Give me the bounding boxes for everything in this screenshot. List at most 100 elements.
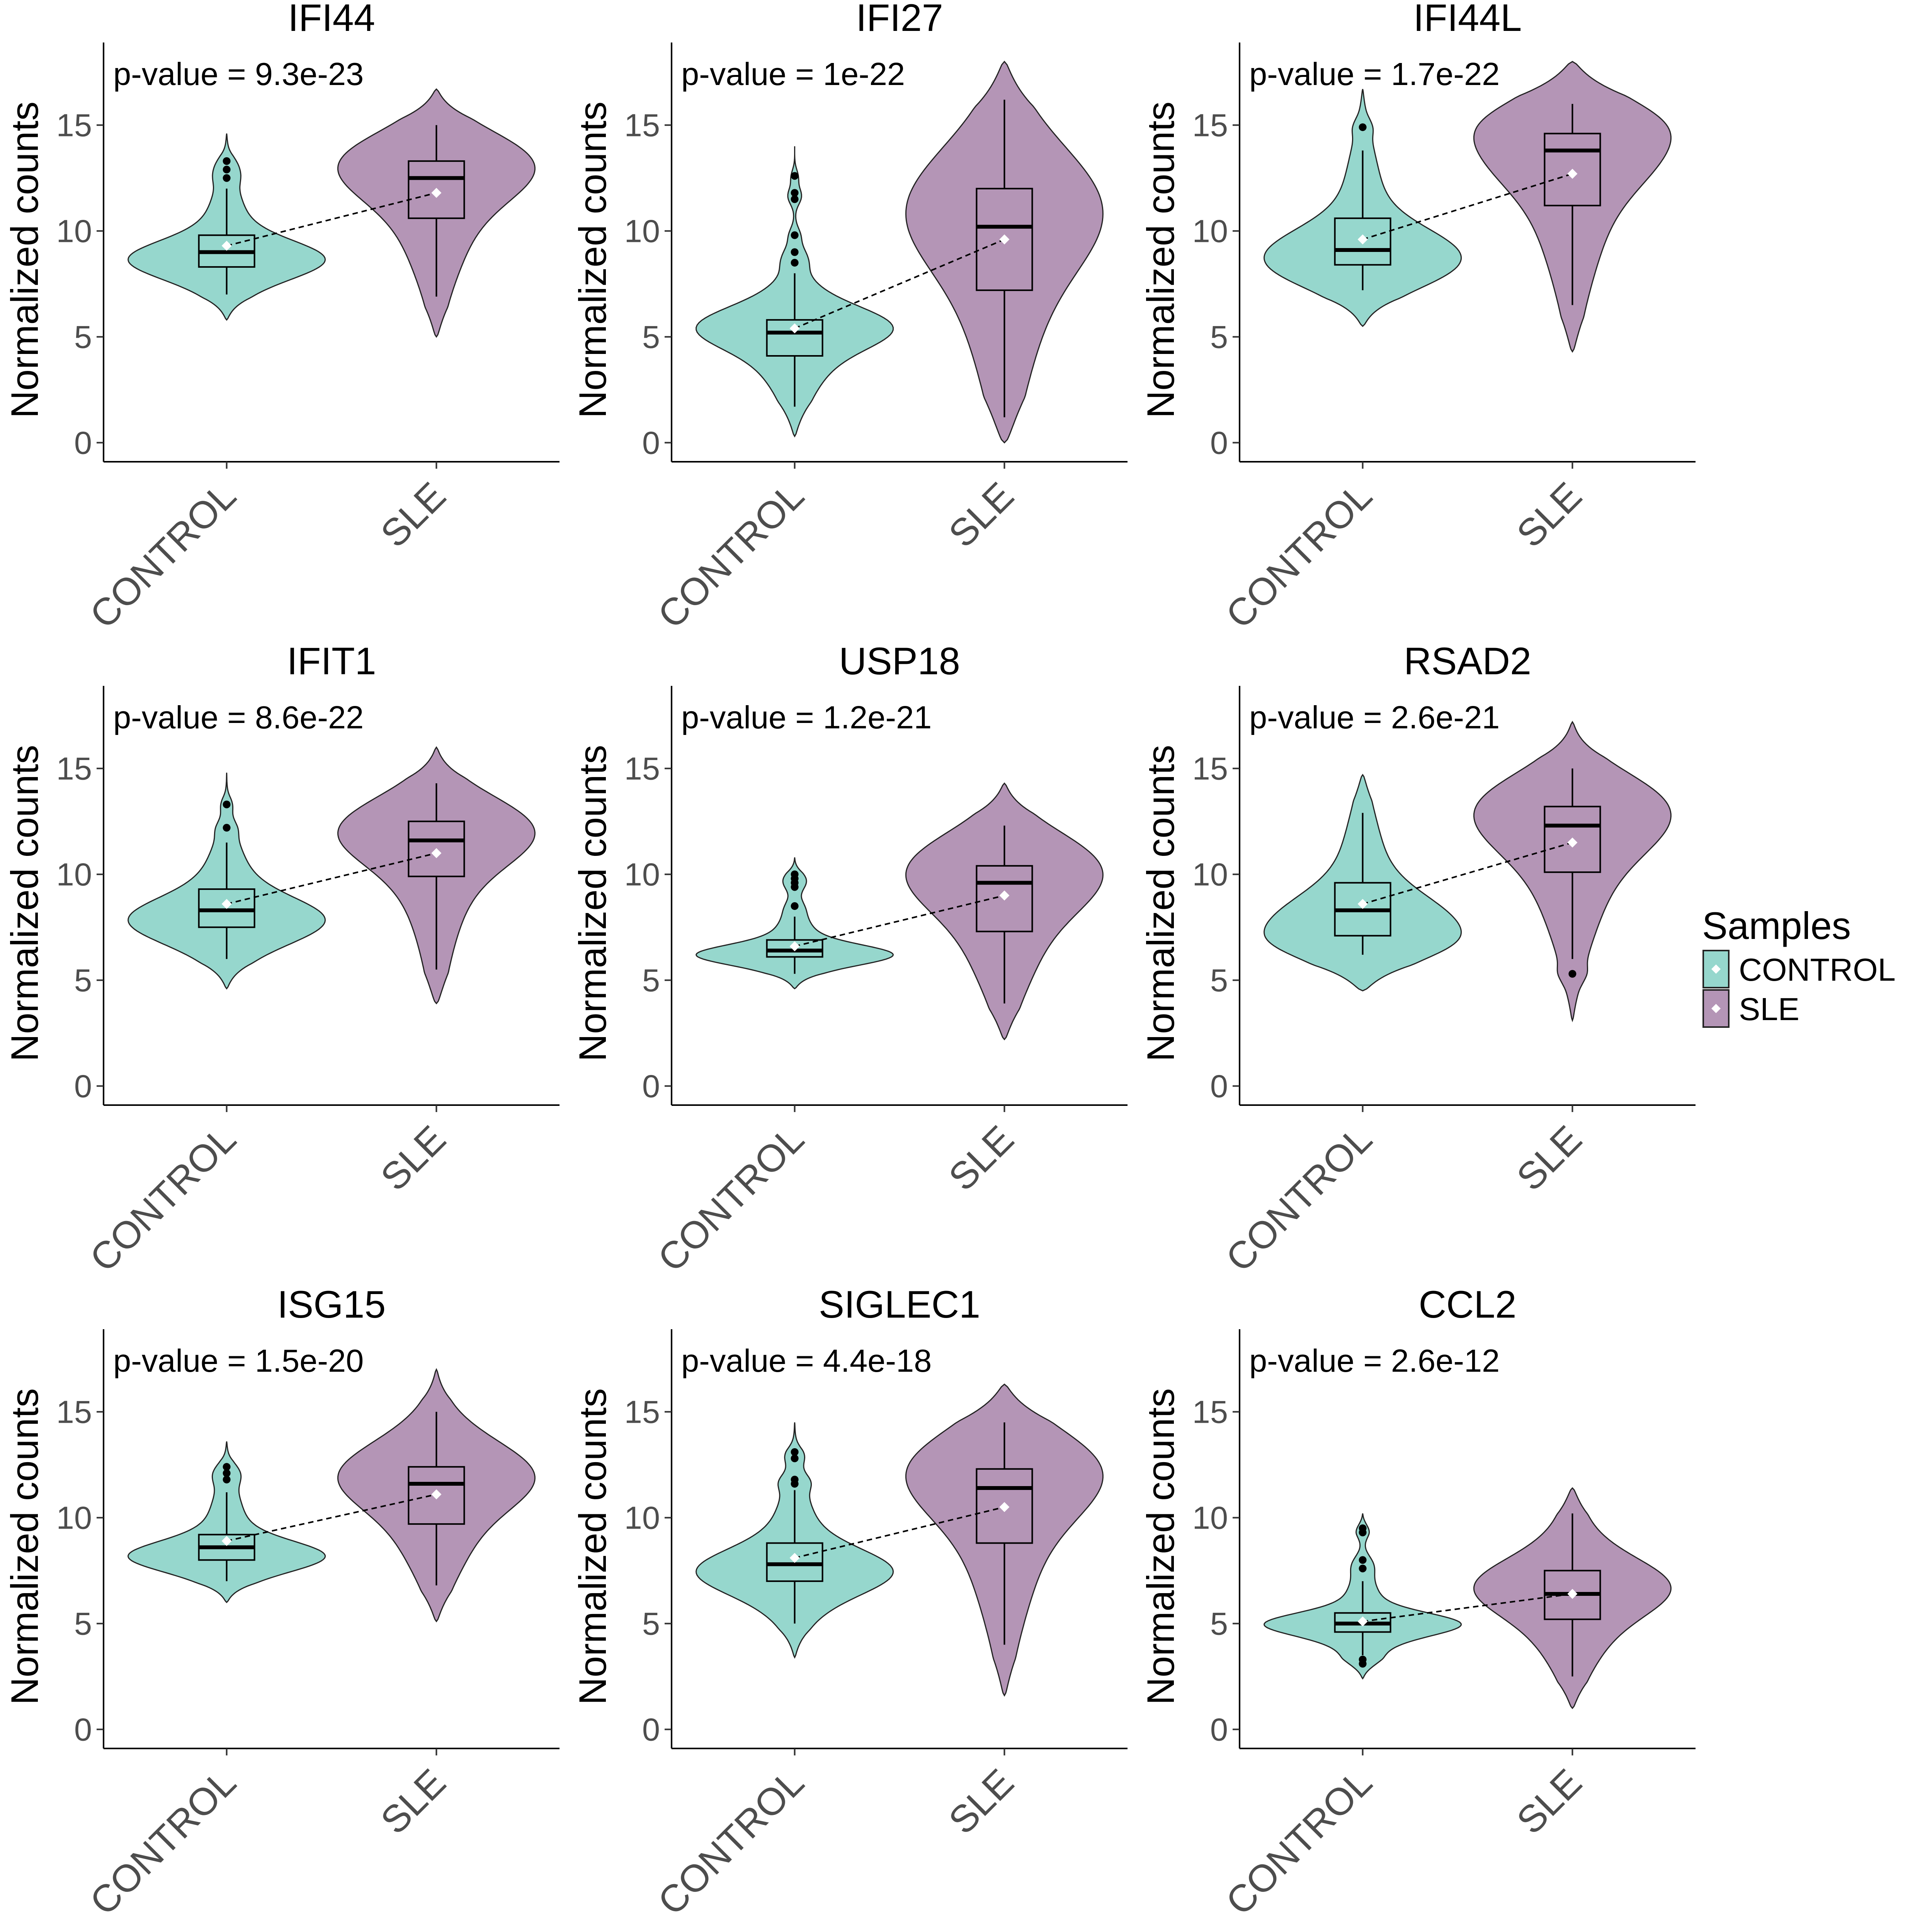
legend-label-sle: SLE [1739, 991, 1799, 1027]
panel-title: IFI44L [1413, 0, 1522, 39]
y-tick-label: 10 [56, 1500, 92, 1536]
panel-siglec1: SIGLEC1 p-value = 4.4e-18 Normalized count… [571, 1283, 1128, 1923]
y-tick-label: 5 [74, 963, 92, 998]
x-tick-label: CONTROL [1218, 474, 1380, 636]
panel-title: IFIT1 [287, 639, 376, 682]
panel-isg15: ISG15 p-value = 1.5e-20 Normalized counts 0… [3, 1283, 560, 1923]
mean-marker [431, 1489, 442, 1500]
y-tick-label: 5 [1210, 319, 1228, 355]
y-tick-label: 5 [74, 319, 92, 355]
y-tick-label: 5 [1210, 963, 1228, 998]
group-sle [905, 782, 1104, 1041]
mean-marker [999, 1502, 1010, 1512]
y-axis-label: Normalized counts [1139, 1388, 1182, 1705]
outlier-point [791, 259, 799, 267]
panel-ifi44: IFI44 p-value = 9.3e-23 Normalized counts 0… [3, 0, 560, 636]
pvalue-label: p-value = 9.3e-23 [113, 56, 364, 92]
panel-title: SIGLEC1 [819, 1283, 980, 1326]
mean-marker [1357, 1616, 1368, 1627]
x-tick-label: CONTROL [650, 1117, 812, 1280]
x-tick-label: SLE [940, 1760, 1022, 1842]
y-tick-label: 10 [56, 857, 92, 893]
box-iqr [976, 1468, 1033, 1544]
outlier-point [1359, 1655, 1367, 1663]
mean-marker [789, 1553, 800, 1563]
panel-title: USP18 [839, 639, 960, 682]
y-tick-label: 15 [56, 107, 92, 143]
group-control [695, 857, 894, 990]
box-iqr [408, 820, 465, 878]
y-tick-label: 15 [1192, 107, 1228, 143]
outlier-point [791, 870, 799, 878]
y-axis-label: Normalized counts [3, 745, 46, 1062]
outlier-point [1359, 1556, 1367, 1564]
panel-title: IFI27 [856, 0, 943, 39]
pvalue-label: p-value = 1.5e-20 [113, 1343, 364, 1379]
mean-connector [226, 192, 437, 247]
outlier-point [223, 157, 231, 165]
x-tick-label: CONTROL [1218, 1117, 1380, 1280]
mean-marker [1567, 837, 1578, 848]
group-control [696, 146, 894, 438]
outlier-point [791, 1448, 799, 1456]
box-iqr [408, 160, 465, 219]
panel-title: ISG15 [277, 1283, 386, 1326]
group-sle [905, 60, 1104, 444]
legend-title: Samples [1702, 904, 1851, 947]
y-tick-label: 15 [624, 1394, 660, 1430]
x-tick-label: CONTROL [650, 474, 812, 636]
mean-marker [999, 890, 1010, 901]
pvalue-label: p-value = 2.6e-12 [1249, 1343, 1500, 1379]
legend-key-marker [1711, 1004, 1721, 1013]
pvalue-label: p-value = 1.2e-21 [681, 699, 932, 735]
legend-label-control: CONTROL [1739, 952, 1896, 988]
y-tick-label: 10 [1192, 857, 1228, 893]
y-tick-label: 15 [624, 107, 660, 143]
outlier-point [1359, 123, 1367, 131]
outlier-point [223, 174, 231, 182]
y-tick-label: 0 [1210, 425, 1228, 461]
panel-rsad2: RSAD2 p-value = 2.6e-21 Normalized counts 0… [1139, 639, 1696, 1280]
y-tick-label: 15 [56, 1394, 92, 1430]
mean-marker [1567, 168, 1578, 179]
outlier-point [791, 1476, 799, 1484]
outlier-point [1568, 970, 1577, 978]
y-tick-label: 15 [1192, 1394, 1228, 1430]
y-tick-label: 0 [1210, 1068, 1228, 1104]
panel-title: RSAD2 [1404, 639, 1531, 682]
y-tick-label: 15 [56, 751, 92, 787]
panel-title: IFI44 [288, 0, 375, 39]
violin-shape [1473, 721, 1672, 1022]
y-tick-label: 15 [1192, 751, 1228, 787]
y-tick-label: 0 [642, 1068, 660, 1104]
box-iqr [766, 319, 823, 357]
x-tick-label: SLE [1508, 1117, 1590, 1199]
y-tick-label: 0 [1210, 1712, 1228, 1748]
group-control [1264, 1513, 1462, 1680]
outlier-point [223, 824, 231, 832]
outlier-point [791, 189, 799, 197]
y-axis-label: Normalized counts [571, 745, 614, 1062]
y-tick-label: 5 [642, 1606, 660, 1642]
y-tick-label: 5 [74, 1606, 92, 1642]
y-tick-label: 10 [624, 1500, 660, 1536]
x-tick-label: CONTROL [82, 1760, 244, 1923]
outlier-point [791, 172, 799, 180]
mean-connector [794, 238, 1005, 329]
mean-marker [1357, 899, 1368, 909]
group-control [128, 133, 326, 321]
box-iqr [198, 888, 255, 928]
x-tick-label: CONTROL [650, 1760, 812, 1923]
group-control [128, 772, 326, 990]
outlier-point [223, 800, 231, 808]
y-tick-label: 5 [1210, 1606, 1228, 1642]
pvalue-label: p-value = 2.6e-21 [1249, 699, 1500, 735]
y-tick-label: 15 [624, 751, 660, 787]
violin-shape [337, 88, 536, 338]
outlier-point [791, 231, 799, 239]
outlier-point [791, 195, 799, 203]
violin-shape [337, 746, 536, 1005]
group-sle [337, 88, 536, 338]
group-control [696, 1422, 894, 1659]
